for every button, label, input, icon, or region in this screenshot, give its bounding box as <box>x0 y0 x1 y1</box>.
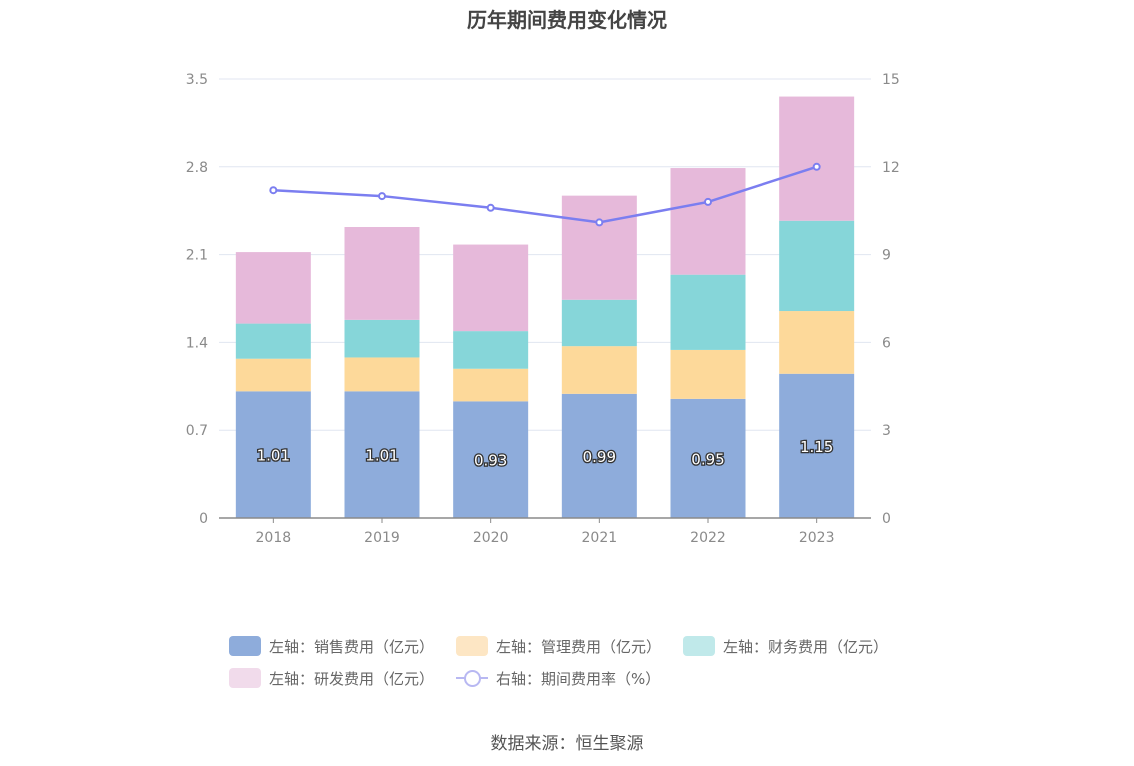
y-left-tick-label: 0.7 <box>186 423 208 439</box>
legend-label-admin: 左轴：管理费用（亿元） <box>496 637 662 656</box>
legend-swatch-sales <box>229 636 261 656</box>
line-series-point <box>595 218 604 227</box>
x-tick-label: 2023 <box>799 530 835 546</box>
legend-swatch-finance <box>683 636 716 656</box>
bar-segment-0 <box>453 401 529 518</box>
legend-swatch-admin <box>456 636 489 656</box>
bar-segment-2 <box>344 319 420 358</box>
line-series-point <box>812 162 821 171</box>
bar-segment-2 <box>779 220 855 312</box>
bar-segment-1 <box>561 346 637 394</box>
line-series-point <box>269 186 278 195</box>
chart-title: 历年期间费用变化情况 <box>467 8 667 32</box>
bar-segment-0 <box>779 373 855 518</box>
x-tick-label: 2022 <box>690 530 726 546</box>
x-tick-label: 2019 <box>364 530 400 546</box>
y-right-tick-label: 15 <box>882 72 900 88</box>
legend-swatch-expense-ratio <box>456 668 489 688</box>
bar-data-label: 0.99 <box>583 448 616 466</box>
bar-data-label: 0.95 <box>691 450 724 468</box>
bar-segment-1 <box>670 349 746 399</box>
bar-segment-2 <box>235 323 311 359</box>
bar-segment-1 <box>453 368 529 402</box>
y-left-tick-label: 2.8 <box>186 160 208 176</box>
bar-segment-1 <box>235 358 311 392</box>
legend-swatch-rnd <box>229 668 261 688</box>
bar-segment-1 <box>779 311 855 374</box>
legend-item-finance[interactable]: 左轴：财务费用（亿元） <box>683 636 888 657</box>
x-tick-label: 2020 <box>473 530 509 546</box>
bar-segment-0 <box>561 393 637 518</box>
bar-data-label: 1.15 <box>800 438 833 456</box>
chart-legend: 左轴：销售费用（亿元） 左轴：管理费用（亿元） 左轴：财务费用（亿元） 左轴：研… <box>229 630 929 694</box>
bar-segment-1 <box>344 357 420 392</box>
data-source: 数据来源：恒生聚源 <box>490 734 644 754</box>
y-right-tick-label: 12 <box>882 160 900 176</box>
line-series-point <box>704 197 712 206</box>
bar-data-label: 1.01 <box>257 447 290 465</box>
bar-segment-0 <box>235 391 311 518</box>
line-series-point <box>486 203 495 212</box>
legend-label-sales: 左轴：销售费用（亿元） <box>269 637 435 656</box>
legend-item-expense-ratio[interactable]: 右轴：期间费用率（%） <box>456 668 660 689</box>
legend-label-finance: 左轴：财务费用（亿元） <box>723 637 889 656</box>
bar-segment-3 <box>344 227 420 320</box>
y-left-tick-label: 2.1 <box>186 248 208 264</box>
bar-segment-2 <box>453 331 529 369</box>
bar-segment-2 <box>561 299 637 347</box>
x-tick-label: 2018 <box>256 530 292 546</box>
y-right-tick-label: 0 <box>882 511 891 527</box>
bar-segment-0 <box>670 398 746 518</box>
legend-item-rnd[interactable]: 左轴：研发费用（亿元） <box>229 668 434 689</box>
legend-label-expense-ratio: 右轴：期间费用率（%） <box>496 669 661 688</box>
legend-item-admin[interactable]: 左轴：管理费用（亿元） <box>456 636 661 657</box>
bar-segment-3 <box>235 252 311 324</box>
bar-segment-3 <box>670 168 746 275</box>
bar-data-label: 1.01 <box>365 447 398 465</box>
y-right-tick-label: 3 <box>882 423 891 439</box>
bar-segment-3 <box>779 96 855 221</box>
y-left-tick-label: 0 <box>199 511 208 527</box>
y-right-tick-label: 6 <box>882 335 891 351</box>
legend-label-rnd: 左轴：研发费用（亿元） <box>269 669 435 688</box>
y-left-tick-label: 3.5 <box>186 72 208 88</box>
line-series-point <box>378 192 386 201</box>
bar-segment-0 <box>344 391 420 518</box>
legend-item-sales[interactable]: 左轴：销售费用（亿元） <box>229 636 434 657</box>
bar-segment-2 <box>670 274 746 350</box>
x-tick-label: 2021 <box>582 530 618 546</box>
y-left-tick-label: 1.4 <box>186 335 208 351</box>
bar-segment-3 <box>453 244 529 332</box>
bar-data-label: 0.93 <box>474 452 507 470</box>
bar-segment-3 <box>561 195 637 300</box>
line-series-path <box>273 165 818 224</box>
y-right-tick-label: 9 <box>882 248 891 264</box>
